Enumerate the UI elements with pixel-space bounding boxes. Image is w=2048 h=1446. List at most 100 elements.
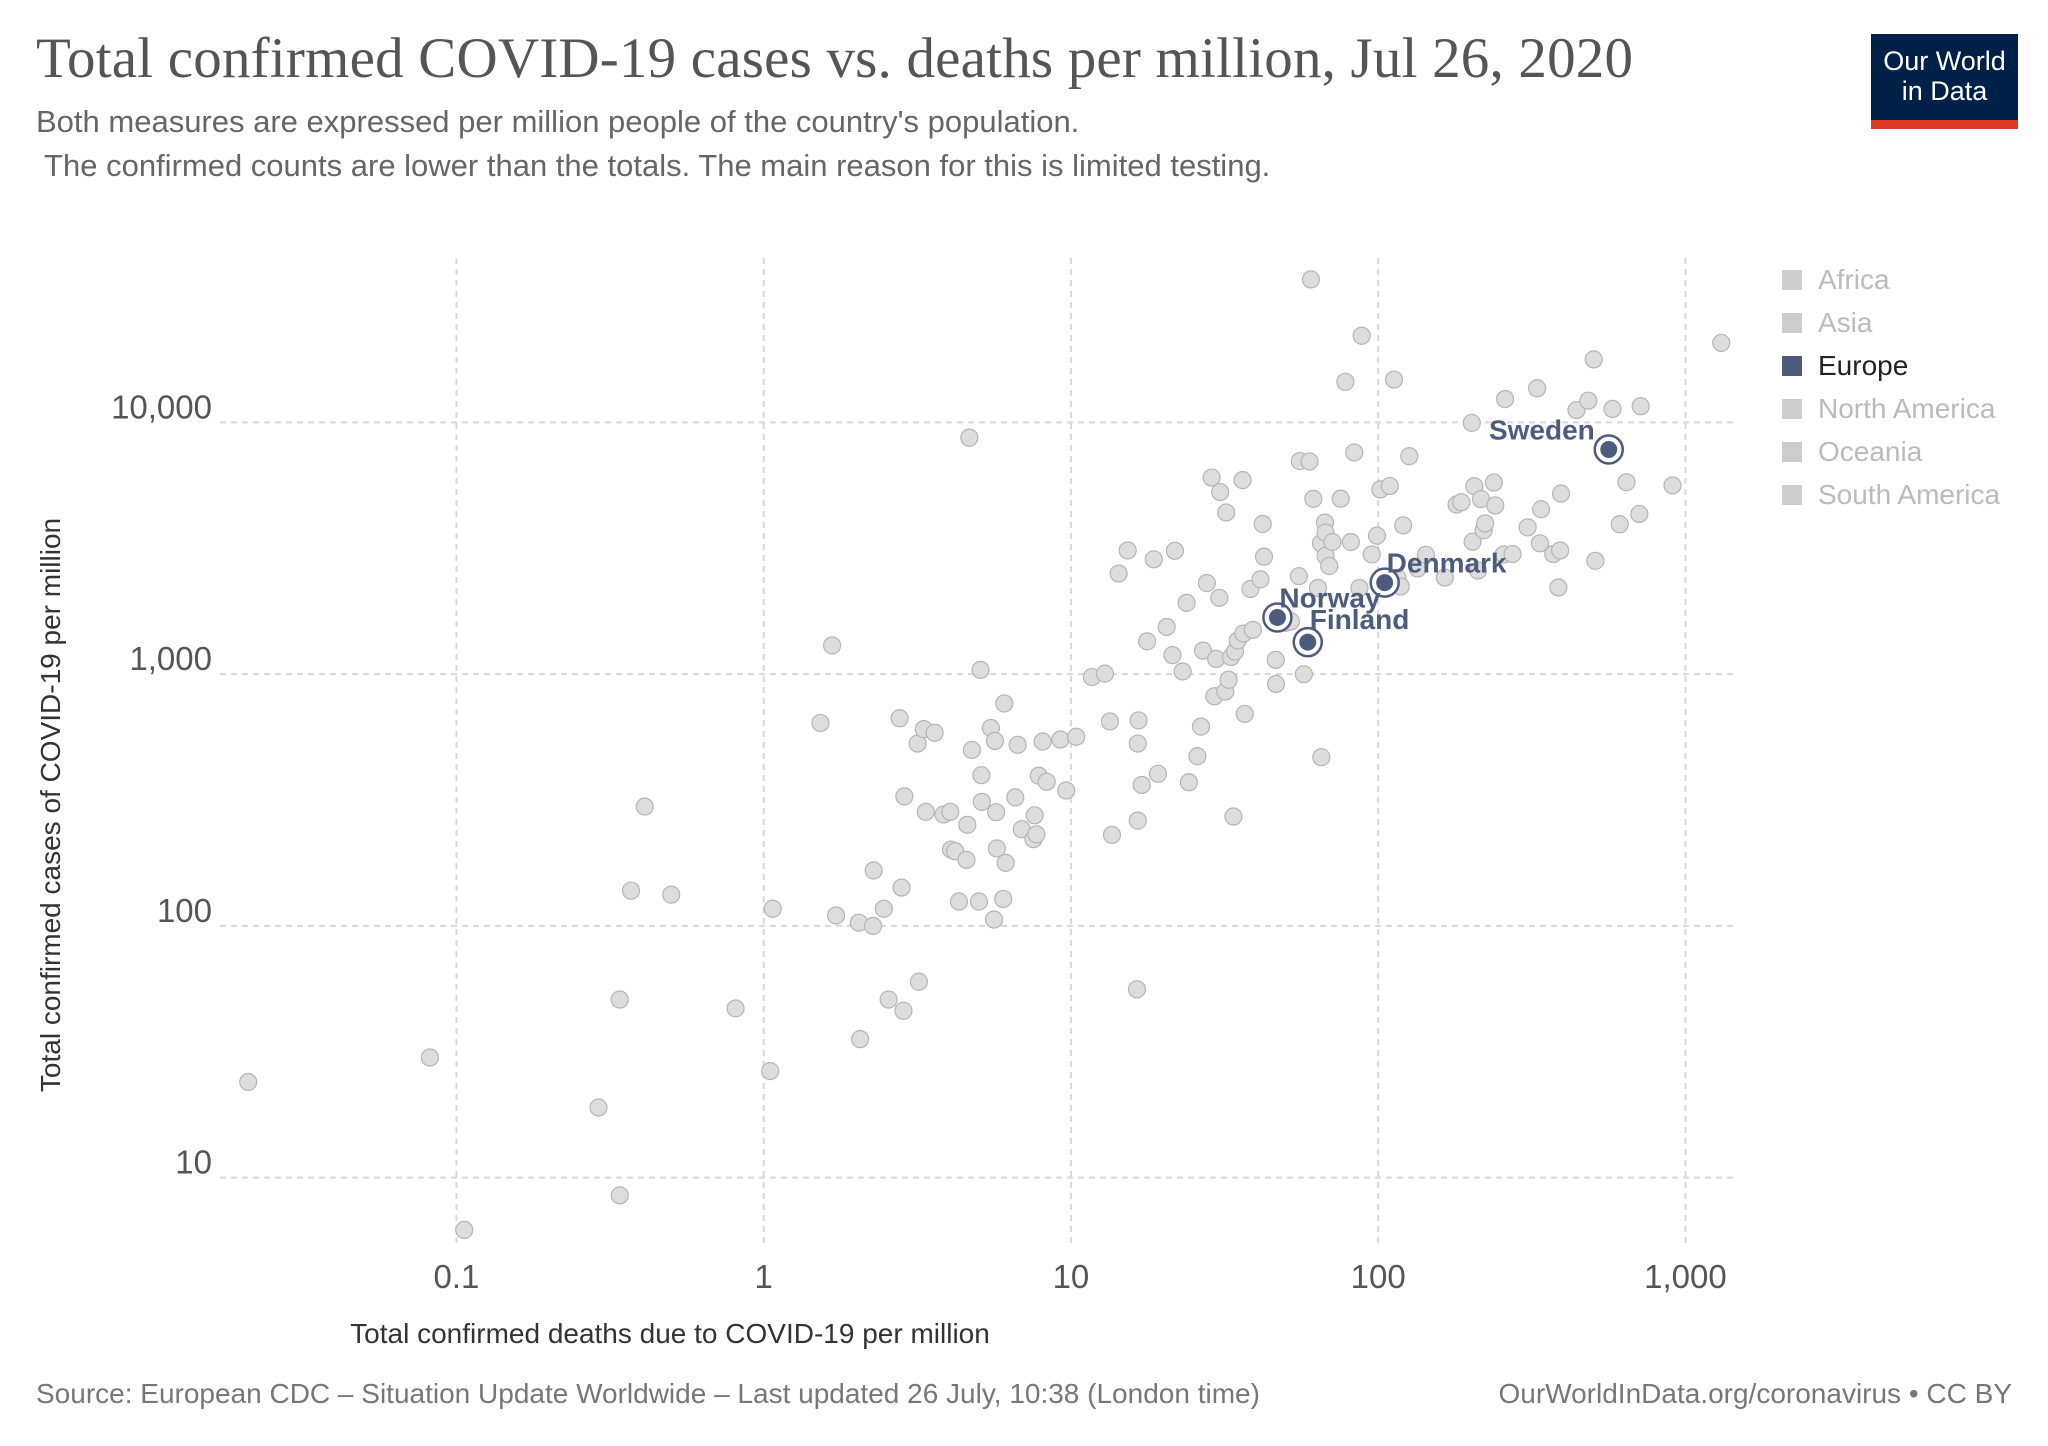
data-point[interactable] [996,853,1015,872]
data-point[interactable] [1532,500,1551,519]
owid-logo[interactable]: Our World in Data [1871,34,2018,129]
data-point[interactable] [1712,333,1731,352]
data-point[interactable] [589,1098,608,1117]
data-point[interactable] [1551,484,1571,503]
data-point[interactable] [1128,734,1147,753]
data-point[interactable] [1486,496,1505,515]
data-point[interactable] [1109,564,1128,583]
data-point[interactable] [1138,632,1157,651]
data-point[interactable] [1663,476,1682,495]
data-point[interactable] [941,802,960,821]
data-point[interactable] [1362,545,1381,564]
legend-item-oceania[interactable]: Oceania [1782,430,2000,473]
data-point[interactable] [763,899,782,918]
data-point[interactable] [1128,811,1147,830]
data-point[interactable] [726,999,745,1018]
data-point[interactable] [1193,641,1213,660]
data-point[interactable] [851,1030,870,1049]
data-point[interactable] [1179,773,1198,792]
data-point[interactable] [1008,735,1027,754]
legend-item-asia[interactable]: Asia [1782,301,2000,344]
data-point[interactable] [1188,747,1207,766]
data-point[interactable] [1549,578,1568,597]
data-point[interactable] [1308,578,1328,598]
data-point[interactable] [892,878,911,897]
data-point[interactable] [1468,561,1488,580]
data-point[interactable] [994,889,1013,909]
data-point[interactable] [1304,489,1323,508]
data-point[interactable] [1503,544,1522,564]
data-point[interactable] [1051,730,1070,749]
data-point[interactable] [1301,270,1321,289]
data-point[interactable] [969,892,989,911]
data-point[interactable] [909,972,928,991]
data-point[interactable] [761,1061,780,1081]
data-point[interactable] [960,428,979,447]
data-point[interactable] [958,815,977,834]
data-point[interactable] [826,906,846,925]
data-point[interactable] [1235,704,1254,724]
data-point-finland[interactable] [1299,633,1317,651]
data-point[interactable] [1336,372,1355,391]
data-point[interactable] [1476,514,1495,533]
data-point[interactable] [1452,493,1471,512]
data-point[interactable] [1148,764,1168,783]
data-point[interactable] [1345,443,1364,462]
data-point[interactable] [1603,399,1622,418]
data-point[interactable] [874,899,893,918]
data-point-norway[interactable] [1268,608,1286,626]
data-point[interactable] [987,839,1006,858]
data-point[interactable] [1251,570,1270,589]
data-point[interactable] [1127,980,1147,999]
data-point[interactable] [972,766,991,785]
data-point[interactable] [1462,413,1481,432]
data-point[interactable] [823,636,842,655]
data-point[interactable] [1380,476,1399,496]
data-point[interactable] [1217,503,1236,522]
data-point[interactable] [1567,400,1586,420]
data-point[interactable] [1243,620,1262,639]
data-point[interactable] [1408,559,1427,578]
data-point[interactable] [1463,532,1482,551]
data-point[interactable] [1394,516,1413,535]
data-point[interactable] [1102,825,1122,844]
data-point[interactable] [1610,515,1629,534]
data-point[interactable] [1253,514,1272,534]
data-point[interactable] [1586,551,1605,570]
data-point[interactable] [621,881,641,900]
legend-item-europe[interactable]: Europe [1782,344,2000,387]
data-point[interactable] [1191,717,1211,736]
data-point[interactable] [1266,650,1285,669]
data-point[interactable] [1027,825,1046,844]
data-point[interactable] [1294,665,1313,684]
data-point[interactable] [949,892,969,911]
data-point[interactable] [985,731,1005,751]
data-point-denmark[interactable] [1376,574,1394,592]
data-point[interactable] [1033,732,1052,751]
data-point[interactable] [1132,775,1151,795]
data-point[interactable] [1350,578,1369,598]
data-point[interactable] [1006,788,1025,807]
data-point[interactable] [1157,617,1176,637]
data-point[interactable] [1331,489,1350,508]
data-point[interactable] [962,740,981,760]
data-point[interactable] [1129,711,1148,730]
data-point[interactable] [1207,649,1226,668]
data-point[interactable] [1118,541,1137,560]
data-point[interactable] [1057,781,1076,800]
data-point[interactable] [995,694,1014,713]
data-point[interactable] [864,861,883,880]
data-point[interactable] [1631,397,1650,416]
data-point[interactable] [811,713,830,733]
data-point[interactable] [1484,473,1504,492]
data-point[interactable] [1095,664,1115,683]
data-point[interactable] [1067,727,1086,746]
legend-item-africa[interactable]: Africa [1782,258,2000,301]
data-point[interactable] [239,1072,258,1092]
data-point[interactable] [1320,556,1339,576]
data-point[interactable] [610,990,629,1009]
data-point[interactable] [1617,473,1636,492]
data-point[interactable] [1530,534,1549,553]
data-point[interactable] [1025,806,1044,825]
data-point[interactable] [1144,550,1163,569]
